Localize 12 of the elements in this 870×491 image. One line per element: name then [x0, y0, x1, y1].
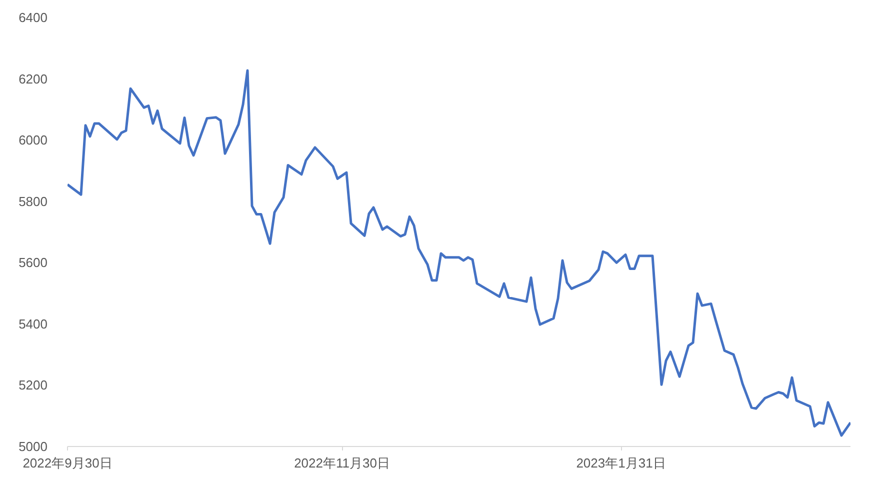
- y-tick-label: 6000: [18, 132, 48, 148]
- y-tick-label: 6200: [18, 71, 48, 86]
- y-tick-label: 5600: [18, 255, 48, 270]
- line-series: [68, 69, 850, 437]
- x-tick-label: 2022年9月30日: [22, 456, 112, 470]
- y-tick-label: 5400: [18, 316, 48, 332]
- y-tick-label: 5200: [18, 378, 48, 393]
- y-tick-label: 5000: [18, 439, 48, 454]
- x-tick-label: 2023年1月31日: [576, 456, 666, 470]
- x-tick-label: 2022年11月30日: [294, 456, 390, 470]
- y-tick-label: 5800: [18, 194, 48, 209]
- y-tick-label: 6400: [18, 10, 48, 25]
